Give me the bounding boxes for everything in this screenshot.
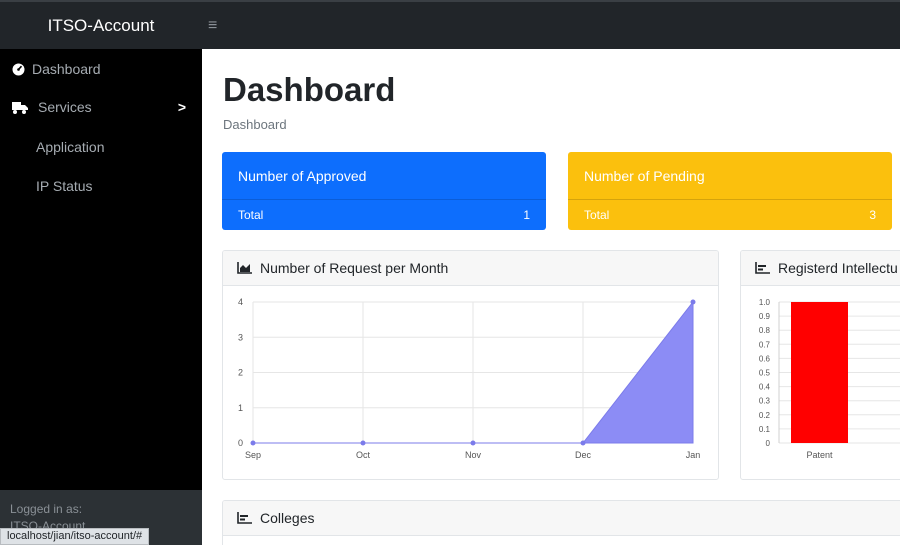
x-tick-label: Nov bbox=[465, 450, 482, 460]
card-title: Number of Pending bbox=[584, 168, 705, 184]
x-tick-label: Oct bbox=[356, 450, 371, 460]
data-point bbox=[360, 440, 366, 446]
y-tick-label: 0.6 bbox=[759, 354, 771, 363]
data-point bbox=[580, 440, 586, 446]
registered-chart-panel: Registerd Intellectu 0 0.1 0.2 0.3 0.4 0.5 0.6… bbox=[740, 250, 900, 480]
bar-chart-icon bbox=[755, 262, 770, 274]
y-tick-label: 0.9 bbox=[759, 312, 771, 321]
breadcrumb: Dashboard bbox=[223, 117, 287, 132]
panel-title: Registerd Intellectu bbox=[778, 260, 898, 276]
sidebar-item-label: Services bbox=[38, 99, 92, 115]
dashboard-gauge-icon bbox=[12, 63, 32, 76]
y-tick-label: 0.2 bbox=[759, 411, 771, 420]
top-navbar: ITSO-Account ≡ bbox=[0, 0, 900, 49]
data-point bbox=[470, 440, 476, 446]
card-value: 3 bbox=[869, 208, 876, 222]
y-tick-label: 0.1 bbox=[759, 425, 771, 434]
y-tick-label: 0.3 bbox=[759, 397, 771, 406]
y-tick-label: 0 bbox=[238, 438, 243, 448]
x-tick-label: Jan bbox=[686, 450, 701, 460]
panel-header: Colleges bbox=[223, 501, 900, 536]
panel-header: Number of Request per Month bbox=[223, 251, 718, 286]
colleges-chart-panel: Colleges bbox=[222, 500, 900, 545]
card-footer-label: Total bbox=[584, 208, 610, 222]
bar-chart-icon bbox=[237, 512, 252, 524]
y-tick-label: 1 bbox=[238, 403, 243, 413]
data-point bbox=[690, 299, 696, 305]
sidebar-subitem-ip-status[interactable]: IP Status bbox=[36, 178, 93, 194]
panel-header: Registerd Intellectu bbox=[741, 251, 900, 286]
main-content: Dashboard Dashboard Number of Approved T… bbox=[202, 49, 900, 545]
card-value: 1 bbox=[523, 208, 530, 222]
y-tick-label: 0 bbox=[766, 439, 771, 448]
sidebar: Dashboard Services > Application IP Stat… bbox=[0, 49, 202, 545]
y-tick-label: 0.5 bbox=[759, 369, 771, 378]
sidebar-item-services[interactable]: Services > bbox=[0, 92, 202, 122]
card-footer: Total 1 bbox=[222, 199, 546, 230]
page-title: Dashboard bbox=[223, 71, 396, 108]
status-url-tooltip: localhost/jian/itso-account/# bbox=[0, 528, 150, 545]
y-tick-label: 0.4 bbox=[759, 383, 771, 392]
y-tick-label: 3 bbox=[238, 332, 243, 342]
sidebar-toggle-button[interactable]: ≡ bbox=[208, 16, 218, 34]
y-tick-label: 0.8 bbox=[759, 326, 771, 335]
card-title: Number of Approved bbox=[238, 168, 367, 184]
bar bbox=[791, 302, 848, 443]
y-tick-label: 4 bbox=[238, 297, 243, 307]
chevron-right-icon: > bbox=[177, 99, 186, 115]
x-tick-label: Patent bbox=[806, 450, 833, 460]
panel-title: Number of Request per Month bbox=[260, 260, 449, 276]
card-footer: Total 3 bbox=[568, 199, 892, 230]
panel-title: Colleges bbox=[260, 510, 315, 526]
sidebar-subitem-application[interactable]: Application bbox=[36, 139, 105, 155]
sidebar-item-label: Dashboard bbox=[32, 61, 101, 77]
logged-in-label: Logged in as: bbox=[10, 502, 83, 516]
y-tick-label: 0.7 bbox=[759, 340, 771, 349]
requests-chart-panel: Number of Request per Month 0 1 2 3 4 Sep Oct N… bbox=[222, 250, 719, 480]
x-tick-label: Sep bbox=[245, 450, 261, 460]
registered-bar-chart: 0 0.1 0.2 0.3 0.4 0.5 0.6 0.7 0.8 0.9 1.0 Patent bbox=[759, 298, 900, 460]
y-tick-label: 2 bbox=[238, 368, 243, 378]
data-point bbox=[250, 440, 256, 446]
truck-icon bbox=[12, 101, 32, 114]
sidebar-item-dashboard[interactable]: Dashboard bbox=[0, 54, 202, 84]
area-chart-icon bbox=[237, 262, 252, 274]
approved-card: Number of Approved Total 1 bbox=[222, 152, 546, 230]
app-brand[interactable]: ITSO-Account bbox=[47, 15, 155, 35]
requests-area-chart: 0 1 2 3 4 Sep Oct Nov Dec Jan bbox=[238, 297, 701, 460]
y-tick-label: 1.0 bbox=[759, 298, 771, 307]
pending-card: Number of Pending Total 3 bbox=[568, 152, 892, 230]
x-tick-label: Dec bbox=[575, 450, 592, 460]
card-footer-label: Total bbox=[238, 208, 264, 222]
